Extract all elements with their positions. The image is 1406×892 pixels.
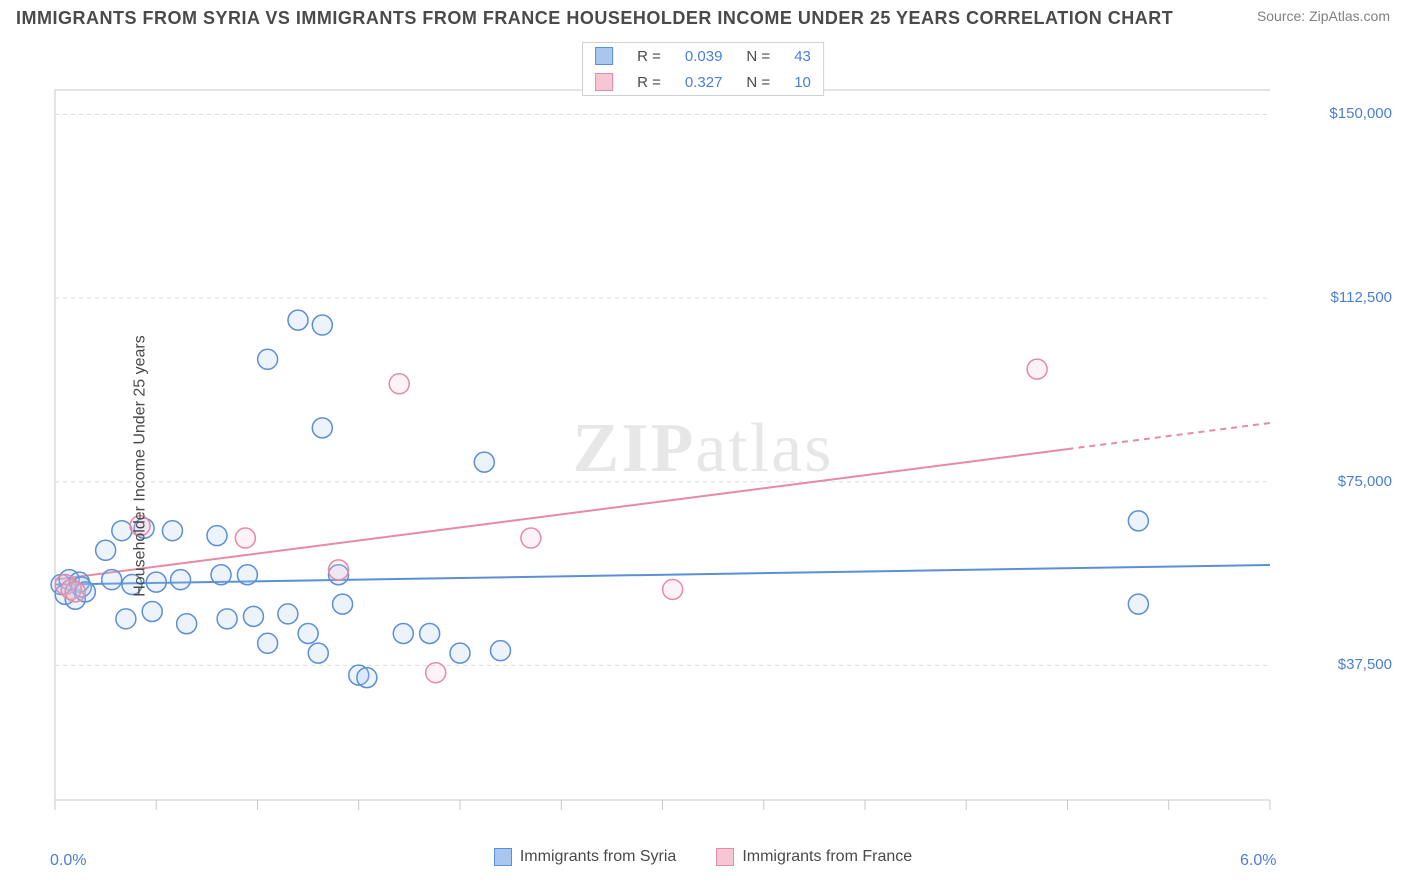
y-tick-label: $37,500 — [1338, 656, 1392, 673]
n-label: N = — [746, 74, 770, 91]
swatch-syria — [494, 848, 512, 866]
y-axis-label: Householder Income Under 25 years — [132, 335, 150, 596]
scatter-chart-svg — [0, 40, 1406, 880]
swatch-france — [595, 73, 613, 91]
legend-row-france: R = 0.327 N = 10 — [583, 69, 823, 95]
n-label: N = — [746, 48, 770, 65]
legend-row-syria: R = 0.039 N = 43 — [583, 43, 823, 69]
n-value-syria: 43 — [782, 43, 823, 69]
swatch-france — [716, 848, 734, 866]
header: IMMIGRANTS FROM SYRIA VS IMMIGRANTS FROM… — [0, 0, 1406, 33]
legend-label-syria: Immigrants from Syria — [520, 848, 676, 866]
legend-item-syria: Immigrants from Syria — [494, 848, 676, 866]
r-label: R = — [637, 48, 661, 65]
swatch-syria — [595, 47, 613, 65]
x-axis-min-label: 0.0% — [50, 852, 86, 870]
source-label: Source: — [1257, 8, 1309, 24]
source-attribution: Source: ZipAtlas.com — [1257, 8, 1390, 24]
x-axis-max-label: 6.0% — [1240, 852, 1276, 870]
r-value-syria: 0.039 — [673, 43, 735, 69]
legend-item-france: Immigrants from France — [716, 848, 912, 866]
r-label: R = — [637, 74, 661, 91]
y-tick-label: $112,500 — [1331, 289, 1392, 306]
r-value-france: 0.327 — [673, 69, 735, 95]
y-tick-label: $150,000 — [1329, 105, 1392, 122]
source-value: ZipAtlas.com — [1309, 8, 1390, 24]
series-legend: Immigrants from Syria Immigrants from Fr… — [0, 848, 1406, 866]
y-tick-label: $75,000 — [1338, 473, 1392, 490]
chart-title: IMMIGRANTS FROM SYRIA VS IMMIGRANTS FROM… — [16, 8, 1173, 29]
n-value-france: 10 — [782, 69, 823, 95]
legend-label-france: Immigrants from France — [742, 848, 912, 866]
chart-area: Householder Income Under 25 years ZIPatl… — [0, 40, 1406, 892]
correlation-legend: R = 0.039 N = 43 R = 0.327 N = 10 — [582, 42, 824, 96]
